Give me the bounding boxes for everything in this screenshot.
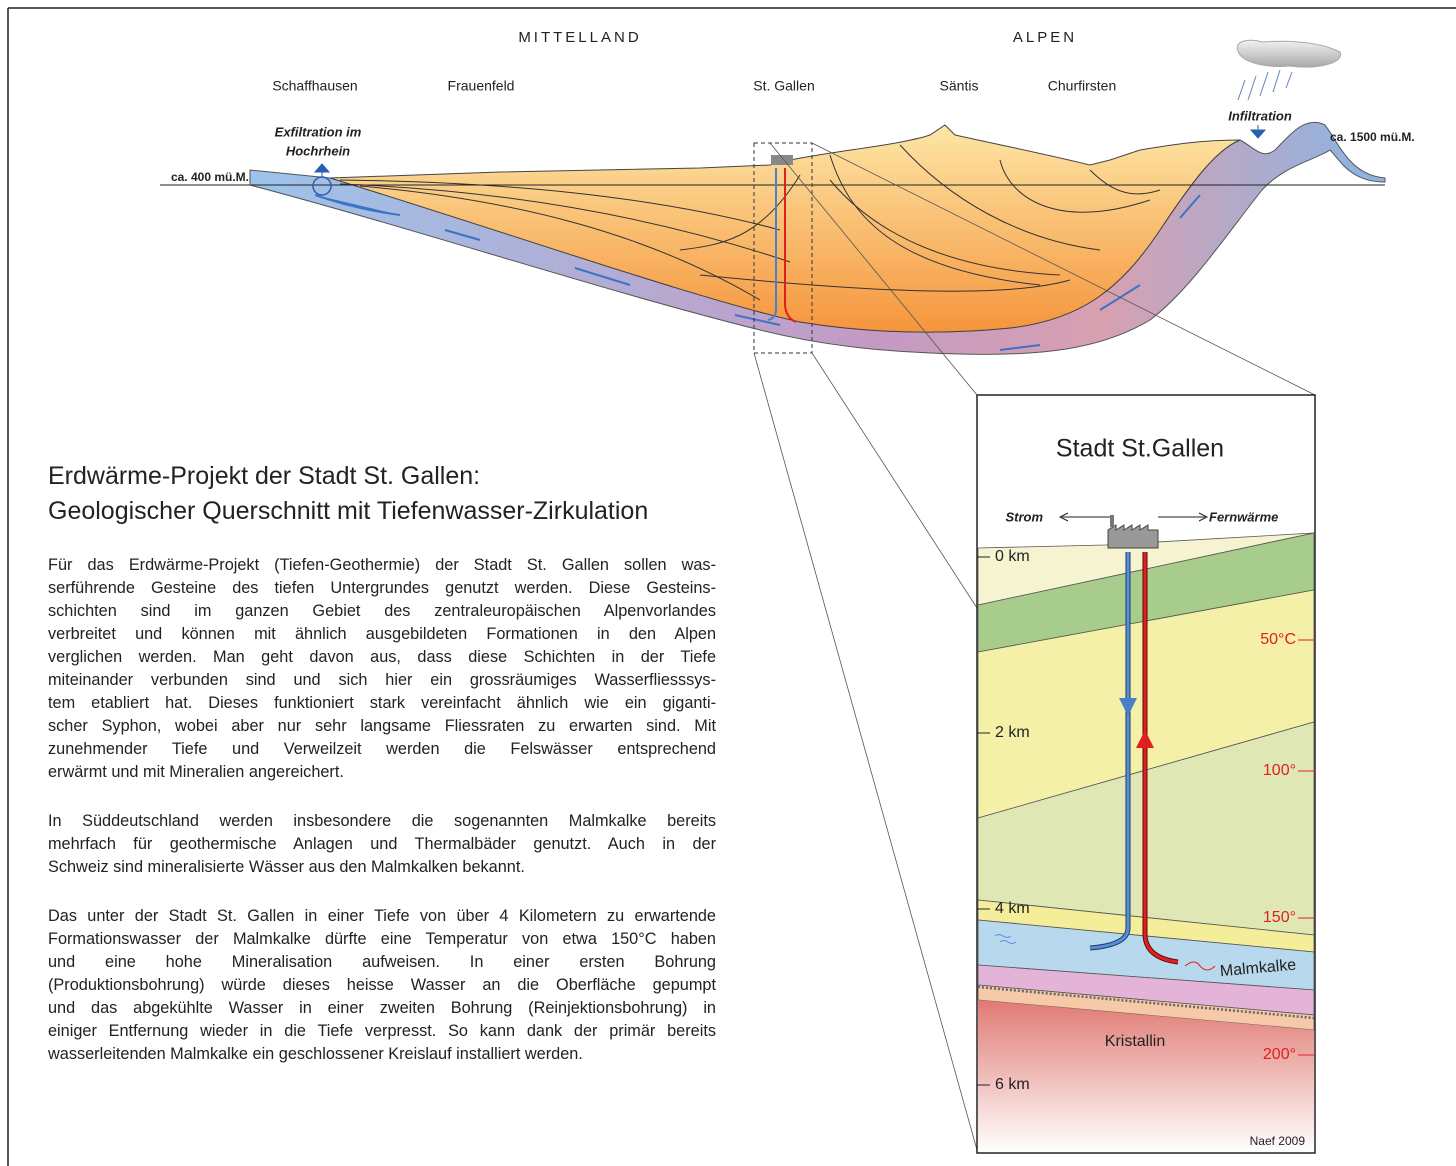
paragraph-line: Schweiz sind mineralisierte Wässer aus d… xyxy=(48,858,525,876)
place-label: Churfirsten xyxy=(1048,78,1116,94)
place-label: Frauenfeld xyxy=(448,78,515,94)
zoom-lines xyxy=(753,142,1316,1151)
infiltration-label: Infiltration xyxy=(1228,108,1292,123)
strata xyxy=(339,144,1161,301)
heat-symbol xyxy=(1184,961,1216,971)
output-arrows xyxy=(1058,512,1209,522)
elevation-label: ca. 1500 mü.M. xyxy=(1330,130,1415,144)
region-label: MITTELLAND xyxy=(518,29,641,46)
section-plant xyxy=(771,155,793,165)
depth-ticks xyxy=(977,556,990,1086)
region-label: ALPEN xyxy=(1013,29,1077,46)
depth-label: 0 km xyxy=(995,548,1030,565)
paragraph-line: Formationswasser der Malmkalke dürfte ei… xyxy=(48,930,716,948)
flow-up-arrow xyxy=(1136,730,1154,748)
paragraph-line: (Produktionsbohrung) würde dieses heisse… xyxy=(48,976,716,994)
paragraph-line: wasserleitenden Malmkalke ein geschlosse… xyxy=(48,1045,583,1063)
injection-well xyxy=(1089,552,1130,950)
paragraph-line: miteinander verbunden sind und sich hier… xyxy=(48,671,716,689)
temperature-label: 150° xyxy=(1263,909,1296,926)
depth-label: 4 km xyxy=(995,900,1030,917)
depth-label: 2 km xyxy=(995,724,1030,741)
inset-title: Stadt St.Gallen xyxy=(1056,435,1224,463)
place-label: St. Gallen xyxy=(753,78,814,94)
temperature-ticks xyxy=(1298,639,1315,1056)
infiltration-arrow xyxy=(1249,125,1267,139)
water-symbol xyxy=(994,934,1017,944)
paragraph-line: tem etabliert hat. Dieses funktioniert s… xyxy=(48,694,716,712)
credit: Naef 2009 xyxy=(1250,1134,1306,1148)
temperature-label: 100° xyxy=(1263,762,1296,779)
place-label: Säntis xyxy=(940,78,979,94)
paragraph-line: mehrfach für geothermische Anlagen und T… xyxy=(48,835,716,853)
output-label: Strom xyxy=(1005,509,1043,524)
paragraph-line: verbreitet und können mit ähnlich ausgeb… xyxy=(48,625,716,643)
paragraph-line: schichten sind im ganzen Gebiet des zent… xyxy=(48,602,716,620)
cloud xyxy=(1237,39,1342,68)
flow-arrows xyxy=(314,194,1201,351)
flow-down-arrow xyxy=(1119,698,1137,716)
exfiltration-label: Hochrhein xyxy=(286,143,350,158)
paragraph-line: scher Syphon, wobei aber nur sehr langsa… xyxy=(48,717,716,735)
rain xyxy=(1237,69,1293,101)
heading: Erdwärme-Projekt der Stadt St. Gallen: xyxy=(48,462,481,490)
paragraph-line: verglichen werden. Man geht davon aus, d… xyxy=(48,648,716,666)
exfiltration-arrow xyxy=(313,163,331,178)
paragraph-line: serführende Gesteine des tiefen Untergru… xyxy=(48,579,716,597)
depth-label: 6 km xyxy=(995,1076,1030,1093)
paragraph-line: Für das Erdwärme-Projekt (Tiefen-Geother… xyxy=(48,556,716,574)
heading: Geologischer Querschnitt mit Tiefenwasse… xyxy=(48,497,649,525)
paragraph-line: und eine hohe Mineralisation aufweisen. … xyxy=(48,953,716,971)
temperature-label: 50°C xyxy=(1260,631,1296,648)
output-label: Fernwärme xyxy=(1209,509,1278,524)
paragraph-line: Das unter der Stadt St. Gallen in einer … xyxy=(48,907,716,925)
power-plant xyxy=(1107,524,1159,549)
paragraph-line: erwärmt und mit Mineralien angereichert. xyxy=(48,763,344,781)
temperature-label: 200° xyxy=(1263,1046,1296,1063)
section-well-production xyxy=(784,168,797,323)
paragraph-line: In Süddeutschland werden insbesondere di… xyxy=(48,812,716,830)
paragraph-line: und das abgekühlte Wasser in einer zweit… xyxy=(48,999,716,1017)
basement-label: Kristallin xyxy=(1105,1033,1165,1050)
elevation-label: ca. 400 mü.M. xyxy=(171,170,249,184)
aquifer-label: Malmkalke xyxy=(1219,957,1297,981)
section-well-injection xyxy=(767,168,777,321)
paragraph-line: zunehmender Tiefe und Verweilzeit werden… xyxy=(48,740,716,758)
production-well xyxy=(1143,552,1179,964)
chimney xyxy=(1110,515,1114,527)
zoom-box xyxy=(753,142,813,354)
exfiltration-label: Exfiltration im xyxy=(275,124,362,139)
paragraph-line: einiger Entfernung wieder in die Tiefe v… xyxy=(48,1022,716,1040)
place-label: Schaffhausen xyxy=(272,78,357,94)
